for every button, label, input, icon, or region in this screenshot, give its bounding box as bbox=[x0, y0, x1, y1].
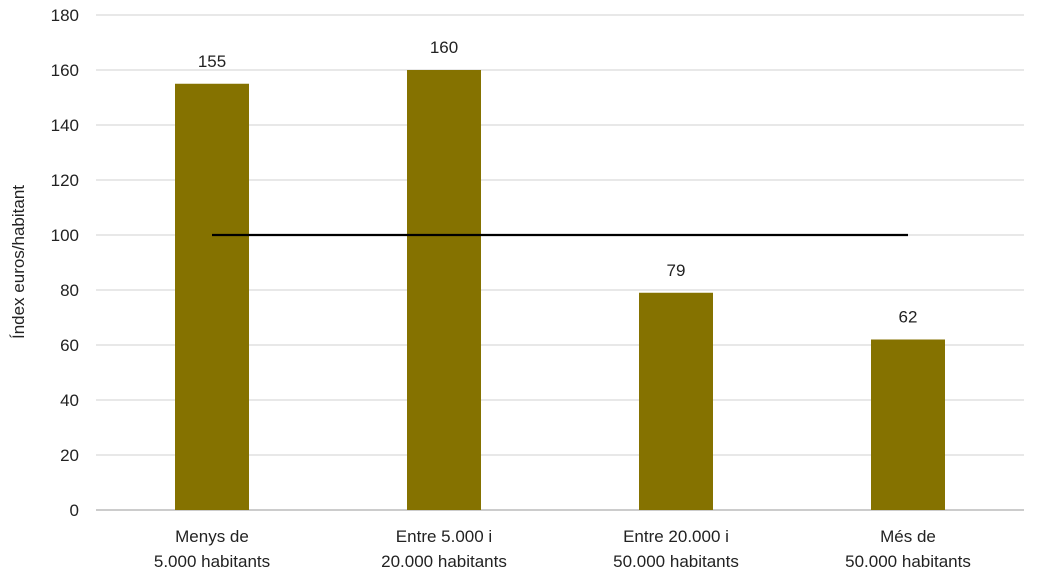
x-category-label: Més de bbox=[880, 527, 936, 546]
x-category-label: 5.000 habitants bbox=[154, 552, 270, 571]
data-label: 79 bbox=[667, 261, 686, 280]
data-label: 62 bbox=[899, 308, 918, 327]
x-category-label: 50.000 habitants bbox=[845, 552, 971, 571]
y-tick-label: 60 bbox=[60, 336, 79, 355]
y-tick-label: 20 bbox=[60, 446, 79, 465]
y-axis-label: Índex euros/habitant bbox=[9, 185, 28, 339]
y-tick-label: 0 bbox=[70, 501, 79, 520]
y-tick-label: 40 bbox=[60, 391, 79, 410]
y-axis-ticks: 0 20 40 60 80 100 120 140 160 180 bbox=[51, 6, 79, 520]
y-tick-label: 140 bbox=[51, 116, 79, 135]
x-category-label: Entre 5.000 i bbox=[396, 527, 492, 546]
x-category-label: 20.000 habitants bbox=[381, 552, 507, 571]
y-tick-label: 180 bbox=[51, 6, 79, 25]
y-tick-label: 100 bbox=[51, 226, 79, 245]
data-label: 160 bbox=[430, 38, 458, 57]
y-tick-label: 120 bbox=[51, 171, 79, 190]
x-category-label: Menys de bbox=[175, 527, 249, 546]
y-tick-label: 80 bbox=[60, 281, 79, 300]
x-category-label: Entre 20.000 i bbox=[623, 527, 729, 546]
data-labels: 155 160 79 62 bbox=[198, 38, 918, 327]
bar bbox=[871, 339, 945, 510]
x-axis-categories: Menys de 5.000 habitants Entre 5.000 i 20.0… bbox=[154, 527, 971, 571]
bar bbox=[407, 70, 481, 510]
bars bbox=[175, 70, 945, 510]
bar bbox=[639, 292, 713, 510]
x-category-label: 50.000 habitants bbox=[613, 552, 739, 571]
y-tick-label: 160 bbox=[51, 61, 79, 80]
bar bbox=[175, 83, 249, 510]
data-label: 155 bbox=[198, 52, 226, 71]
